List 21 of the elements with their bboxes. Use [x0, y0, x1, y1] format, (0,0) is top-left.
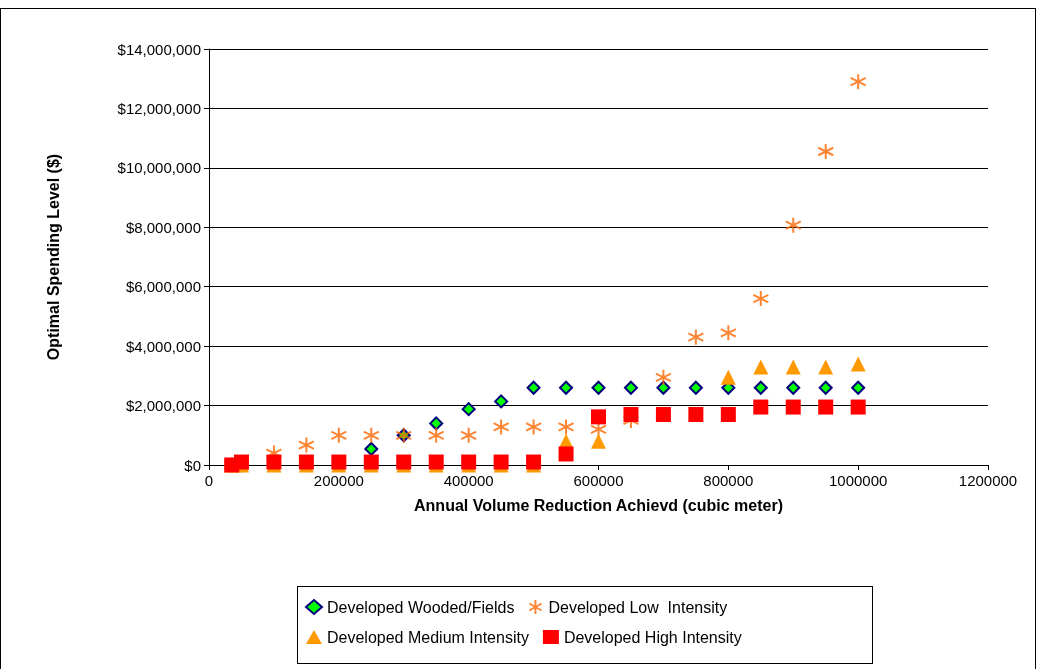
x-axis-title: Annual Volume Reduction Achievd (cubic meter) — [414, 496, 783, 514]
legend-label: Developed Wooded/Fields — [327, 598, 515, 616]
y-tick-label: $10,000,000 — [117, 159, 201, 177]
x-tick-label: 600000 — [573, 472, 624, 489]
x-tick-label: 1000000 — [828, 472, 888, 489]
x-tick-label: 0 — [204, 472, 214, 489]
y-tick-label: $8,000,000 — [125, 218, 201, 236]
legend-label: Developed High Intensity — [563, 628, 742, 646]
y-tick-label: $0 — [184, 456, 201, 474]
legend-label: Developed Medium Intensity — [327, 628, 529, 646]
y-axis-title: Optimal Spending Level ($) — [44, 153, 62, 361]
x-tick-label: 400000 — [443, 472, 494, 489]
y-tick-label: $14,000,000 — [117, 40, 201, 58]
legend-label: Developed Low Intensity — [548, 598, 728, 616]
y-tick-label: $4,000,000 — [125, 337, 201, 355]
x-tick-label: 800000 — [703, 472, 754, 489]
x-tick-label: 1200000 — [958, 472, 1018, 489]
y-tick-label: $6,000,000 — [125, 278, 201, 296]
x-tick-label: 200000 — [313, 472, 364, 489]
y-tick-label: $2,000,000 — [125, 397, 201, 415]
y-tick-label: $12,000,000 — [117, 99, 201, 117]
